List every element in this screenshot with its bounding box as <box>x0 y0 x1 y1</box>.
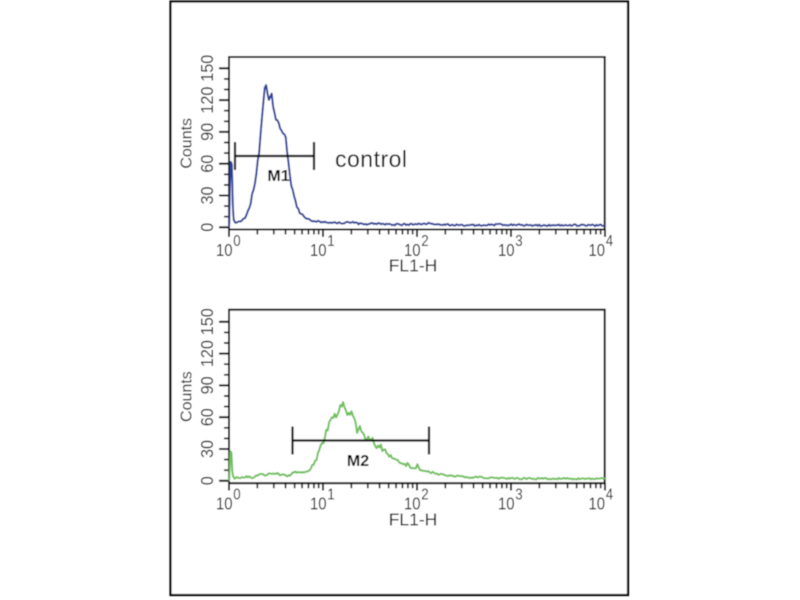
svg-text:10: 10 <box>216 494 233 514</box>
svg-text:3: 3 <box>515 486 522 503</box>
svg-text:2: 2 <box>421 233 428 250</box>
svg-text:60: 60 <box>197 155 217 173</box>
svg-text:2: 2 <box>421 486 428 503</box>
svg-text:90: 90 <box>197 123 217 141</box>
svg-text:120: 120 <box>197 87 217 114</box>
svg-text:10: 10 <box>310 494 327 514</box>
svg-text:0: 0 <box>233 486 240 503</box>
svg-text:4: 4 <box>606 233 613 250</box>
svg-text:FL1-H: FL1-H <box>389 509 438 529</box>
svg-text:1: 1 <box>327 233 334 250</box>
svg-text:Counts: Counts <box>179 118 196 169</box>
svg-text:4: 4 <box>606 486 613 503</box>
svg-text:30: 30 <box>197 186 217 204</box>
svg-text:10: 10 <box>589 494 606 514</box>
svg-text:10: 10 <box>589 241 606 261</box>
svg-text:30: 30 <box>197 440 217 458</box>
svg-text:120: 120 <box>197 340 217 367</box>
svg-text:10: 10 <box>498 494 515 514</box>
svg-text:3: 3 <box>515 233 522 250</box>
svg-text:10: 10 <box>498 241 515 261</box>
svg-text:150: 150 <box>197 55 217 82</box>
svg-text:60: 60 <box>197 408 217 426</box>
svg-text:10: 10 <box>216 241 233 261</box>
svg-text:0: 0 <box>197 223 217 232</box>
svg-text:0: 0 <box>233 233 240 250</box>
svg-text:10: 10 <box>310 241 327 261</box>
svg-text:M1: M1 <box>267 168 289 185</box>
svg-text:Counts: Counts <box>179 371 196 422</box>
svg-text:M2: M2 <box>347 453 369 470</box>
svg-text:10: 10 <box>404 241 421 261</box>
svg-text:1: 1 <box>327 486 334 503</box>
svg-text:0: 0 <box>197 476 217 485</box>
svg-text:FL1-H: FL1-H <box>389 256 438 276</box>
svg-text:10: 10 <box>404 494 421 514</box>
svg-text:90: 90 <box>197 376 217 394</box>
svg-text:150: 150 <box>197 308 217 335</box>
svg-text:control: control <box>335 146 408 172</box>
